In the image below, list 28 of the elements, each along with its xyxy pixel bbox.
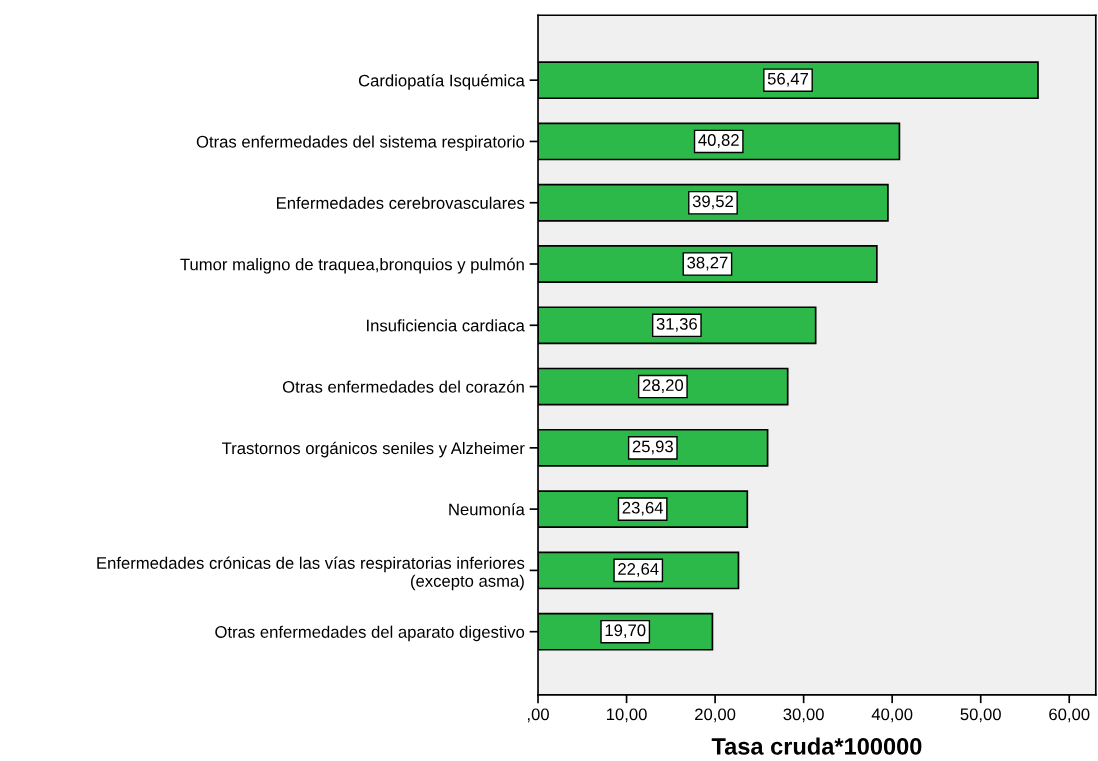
y-tick-label: Otras enfermedades del sistema respiratorio	[196, 135, 525, 151]
x-tick-label: 10,00	[606, 708, 647, 723]
x-tick-label: ,00	[527, 708, 549, 723]
y-tick-label: Insuficiencia cardiaca	[367, 319, 525, 332]
x-tick-label: 20,00	[695, 708, 736, 723]
y-tick-label: Tumor maligno de traquea,bronquios y pulmón	[180, 257, 524, 274]
x-tick-label: 40,00	[871, 708, 913, 723]
data-label: 31,36	[656, 317, 697, 332]
data-label: 22,64	[618, 563, 659, 577]
y-tick-label: Enfermedades cerebrovasculares	[277, 196, 525, 209]
data-label: 56,47	[767, 72, 809, 87]
x-tick-label: 30,00	[783, 708, 824, 723]
y-tick-label: Cardiopatía Isquémica	[358, 74, 525, 90]
y-tick-label: Trastornos orgánicos seniles y Alzheimer	[222, 441, 525, 458]
data-label: 19,70	[605, 624, 646, 639]
data-label: 38,27	[687, 256, 728, 271]
data-label: 40,82	[698, 134, 739, 148]
data-label: 25,93	[632, 440, 673, 455]
data-label: 39,52	[692, 195, 733, 210]
x-tick-label: 60,00	[1049, 708, 1090, 723]
x-tick-label: 50,00	[960, 708, 1001, 723]
y-tick-label: Otras enfermedades del aparato digestivo	[215, 625, 525, 642]
y-tick-label: Enfermedades crónicas de las vías respiratorias inferiores (excepto asma)	[97, 556, 525, 591]
y-tick-label: Otras enfermedades del corazón	[282, 380, 524, 393]
y-tick-label: Neumonía	[449, 502, 525, 516]
data-label: 23,64	[622, 501, 664, 516]
data-label: 28,20	[642, 379, 684, 394]
x-axis-title: Tasa cruda*100000	[711, 737, 922, 755]
